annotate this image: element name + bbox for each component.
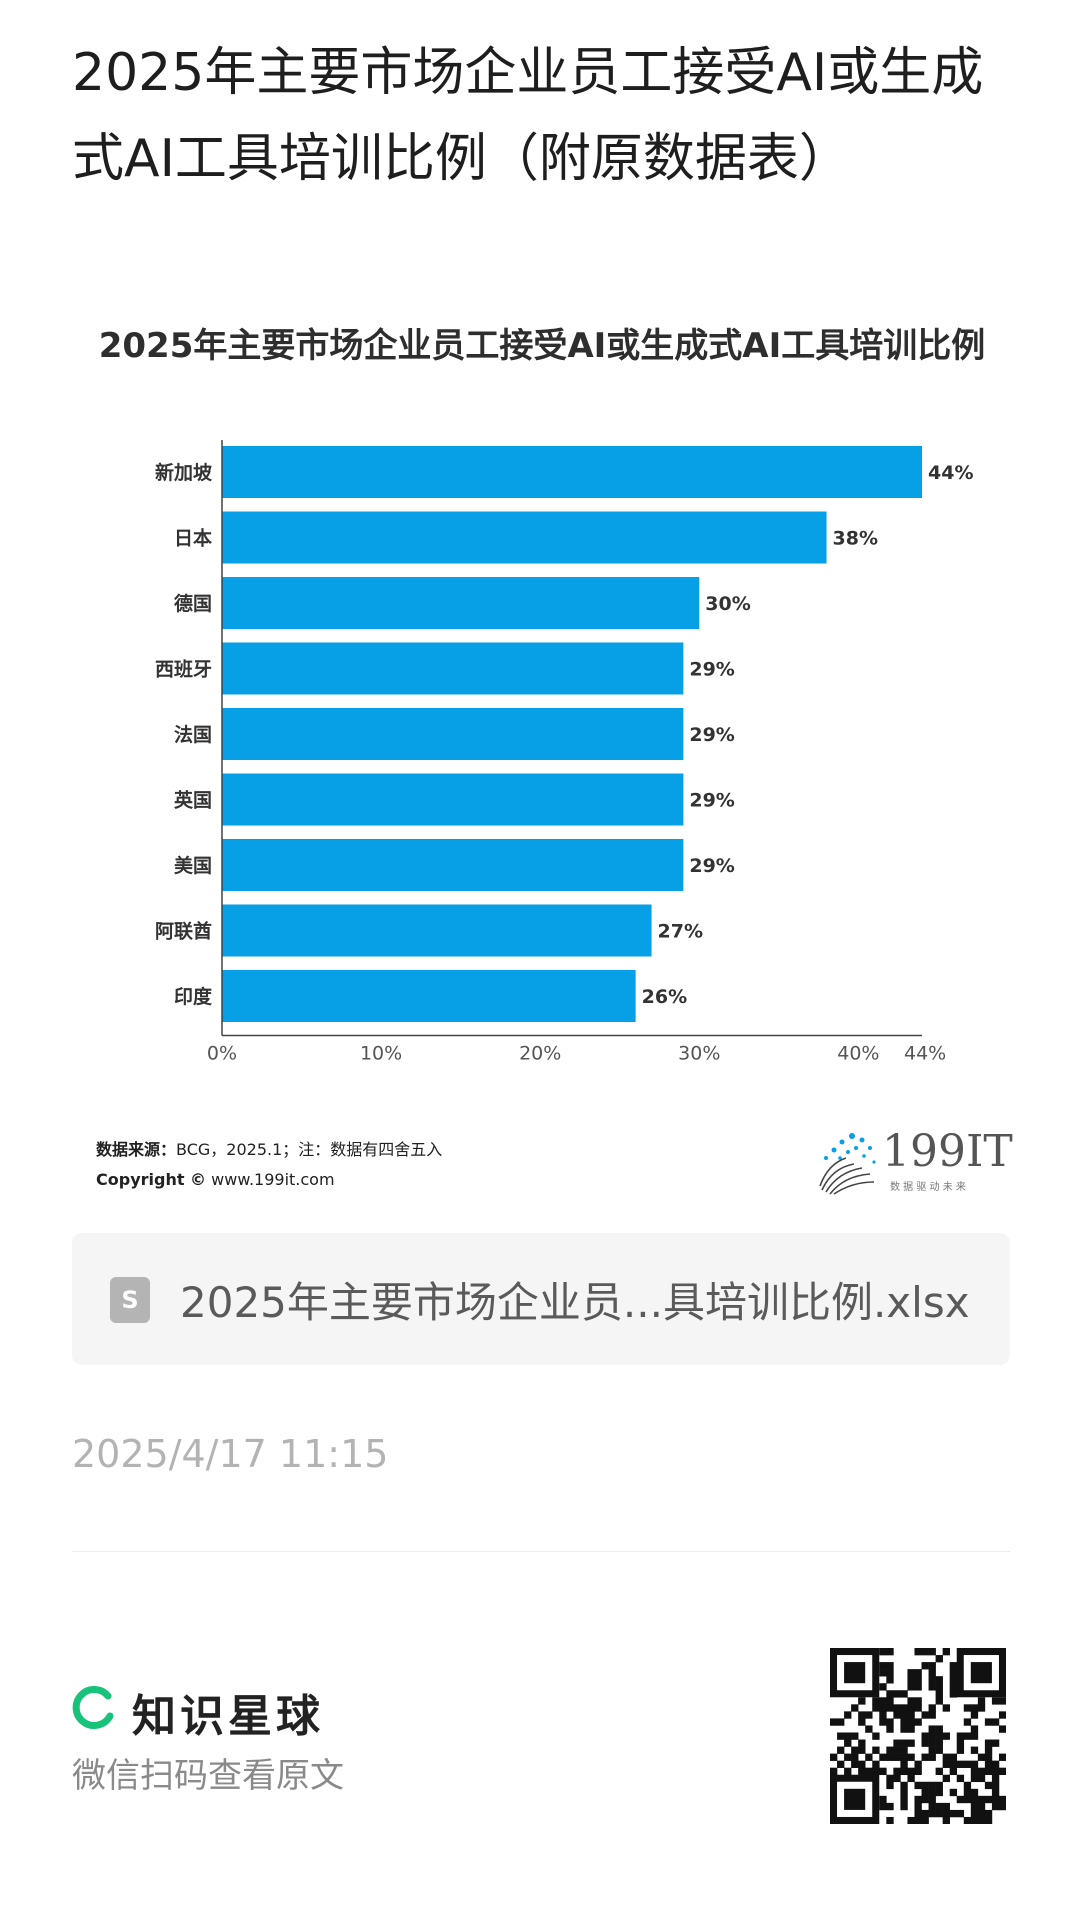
source-label: 数据来源：: [96, 1140, 177, 1159]
bar: [222, 970, 636, 1022]
data-label: 29%: [689, 724, 734, 746]
data-label: 29%: [689, 790, 734, 812]
x-tick-label: 44%: [904, 1043, 946, 1065]
copyright-label: Copyright ©: [96, 1170, 207, 1189]
category-label: 新加坡: [155, 461, 213, 484]
qr-code-icon[interactable]: [830, 1648, 1006, 1824]
source-text: BCG，2025.1；注：数据有四舍五入: [176, 1140, 443, 1159]
brand-name: 知识星球: [132, 1691, 324, 1742]
circle-c-icon: [72, 1686, 114, 1729]
x-tick-label: 40%: [837, 1043, 879, 1065]
data-label: 38%: [833, 528, 878, 550]
category-label: 西班牙: [155, 658, 212, 681]
post-timestamp: 2025/4/17 11:15: [72, 1432, 389, 1476]
data-label: 29%: [689, 855, 734, 877]
x-tick-label: 20%: [519, 1043, 561, 1065]
attachment-filename[interactable]: 2025年主要市场企业员...具培训比例.xlsx: [180, 1278, 970, 1327]
x-tick-label: 30%: [678, 1043, 720, 1065]
category-label: 印度: [174, 985, 213, 1008]
source-note: 数据来源：BCG，2025.1；注：数据有四舍五入 Copyright © ww…: [96, 1135, 442, 1195]
data-label: 27%: [658, 921, 703, 943]
bar: [222, 904, 652, 957]
bar: [222, 773, 684, 826]
x-tick-label: 0%: [207, 1043, 237, 1065]
bar: [222, 511, 827, 564]
category-label: 德国: [174, 592, 212, 615]
category-label: 阿联酋: [155, 920, 212, 943]
bar-chart: 新加坡 44% 日本 38% 德国 30% 西班牙 29% 法国 29% 英国 29% 美国 29% 阿联酋…: [155, 440, 973, 1065]
category-label: 美国: [174, 854, 212, 877]
post-title: 2025年主要市场企业员工接受AI或生成式AI工具培训比例（附原数据表）: [72, 43, 984, 189]
dandelion-logo-icon: [819, 1133, 876, 1195]
category-label: 英国: [174, 789, 212, 812]
copyright-url: www.199it.com: [211, 1170, 335, 1189]
category-label: 日本: [174, 527, 212, 550]
data-label: 30%: [705, 593, 750, 615]
x-tick-label: 10%: [360, 1043, 402, 1065]
data-label: 26%: [642, 986, 687, 1008]
bar: [222, 446, 922, 498]
logo-wordmark: 199IT: [882, 1126, 1013, 1177]
attachment-card[interactable]: S 2025年主要市场企业员...具培训比例.xlsx: [72, 1233, 1010, 1365]
category-label: 法国: [174, 723, 212, 746]
data-label: 44%: [928, 462, 973, 484]
bar: [222, 642, 684, 695]
chart-image[interactable]: 2025年主要市场企业员工接受AI或生成式AI工具培训比例 新加坡 44% 日本 38…: [72, 300, 1013, 1202]
bar: [222, 839, 684, 891]
data-label: 29%: [689, 659, 734, 681]
brand-logo-199it: 199IT 数 据 驱 动 未 来: [812, 1122, 1013, 1202]
scan-instruction: 微信扫码查看原文: [72, 1756, 344, 1796]
chart-title: 2025年主要市场企业员工接受AI或生成式AI工具培训比例: [98, 326, 986, 366]
bar: [222, 577, 700, 629]
divider: [72, 1551, 1010, 1552]
logo-tagline: 数 据 驱 动 未 来: [890, 1182, 966, 1193]
spreadsheet-file-icon: S: [110, 1277, 150, 1323]
bar: [222, 708, 684, 760]
